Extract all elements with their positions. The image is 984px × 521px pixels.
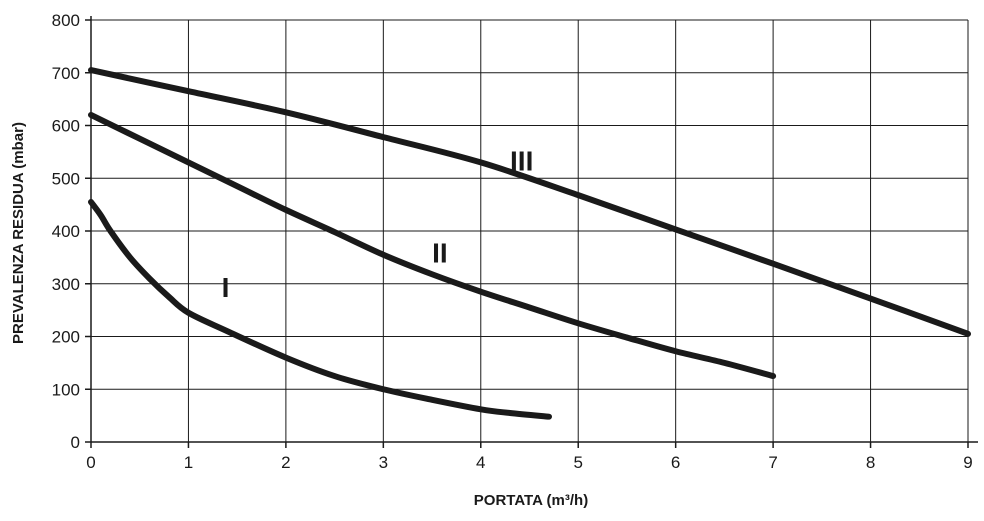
y-axis-title: PREVALENZA RESIDUA (mbar) bbox=[10, 122, 27, 344]
curve-III bbox=[88, 67, 971, 337]
x-tick-label: 8 bbox=[866, 453, 875, 472]
series-label-II: II bbox=[432, 238, 448, 269]
y-axis-ticks: 0 100 200 300 400 500 600 700 800 bbox=[52, 11, 91, 452]
x-tick-label: 5 bbox=[573, 453, 582, 472]
y-tick-label: 0 bbox=[71, 433, 80, 452]
x-axis-title: PORTATA (m³/h) bbox=[474, 492, 588, 509]
series-label-III: III bbox=[510, 145, 533, 176]
x-tick-label: 3 bbox=[379, 453, 388, 472]
curve-I bbox=[88, 198, 552, 420]
y-tick-label: 400 bbox=[52, 222, 80, 241]
y-tick-label: 200 bbox=[52, 328, 80, 347]
y-tick-label: 100 bbox=[52, 380, 80, 399]
axes bbox=[90, 16, 978, 443]
y-tick-label: 800 bbox=[52, 11, 80, 30]
x-tick-label: 6 bbox=[671, 453, 680, 472]
series-label-I: I bbox=[222, 272, 230, 303]
x-tick-label: 2 bbox=[281, 453, 290, 472]
grid bbox=[91, 19, 969, 442]
y-tick-label: 300 bbox=[52, 275, 80, 294]
x-tick-label: 4 bbox=[476, 453, 485, 472]
y-tick-label: 700 bbox=[52, 64, 80, 83]
x-tick-label: 0 bbox=[86, 453, 95, 472]
x-tick-label: 1 bbox=[184, 453, 193, 472]
curve-II bbox=[88, 111, 777, 380]
y-tick-label: 500 bbox=[52, 169, 80, 188]
y-tick-label: 600 bbox=[52, 117, 80, 136]
curves bbox=[88, 67, 971, 420]
x-tick-label: 7 bbox=[768, 453, 777, 472]
x-tick-label: 9 bbox=[963, 453, 972, 472]
x-axis-ticks: 0 1 2 3 4 5 6 7 8 9 bbox=[86, 442, 973, 472]
